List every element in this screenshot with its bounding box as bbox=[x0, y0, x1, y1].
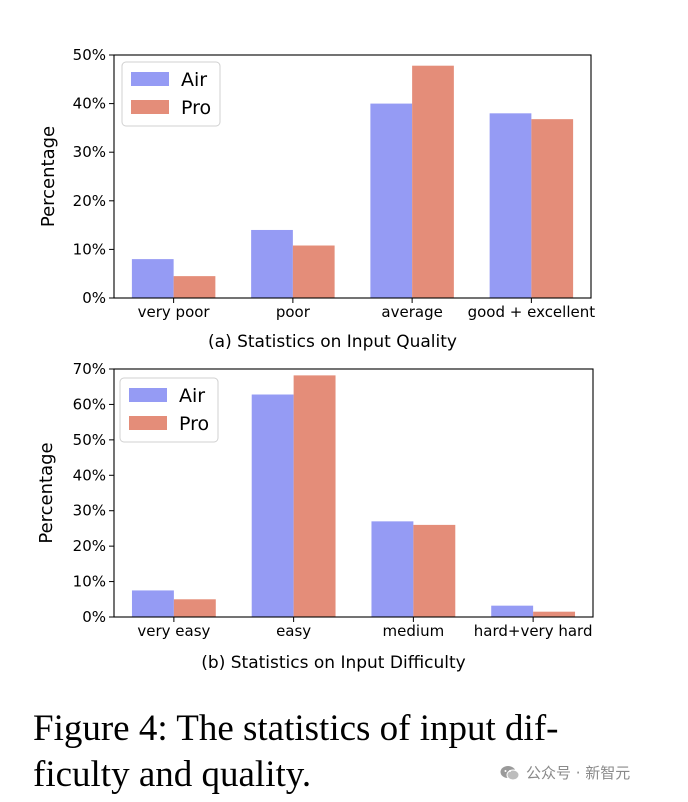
subplot-caption: (b) Statistics on Input Difficulty bbox=[201, 653, 465, 673]
bar-pro-good-excellent bbox=[531, 119, 574, 298]
bar-pro-very-poor bbox=[173, 276, 216, 298]
legend-label-air: Air bbox=[179, 385, 205, 407]
x-tick-label: good + excellent bbox=[468, 303, 596, 321]
y-axis-label: Percentage bbox=[38, 126, 59, 227]
chart-panel-2: 0% 10% 20% 30% 40% 50% 60% 70% very easy easy medi… bbox=[36, 360, 594, 673]
x-tick-label: medium bbox=[383, 622, 445, 640]
figure-canvas: 0% 10% 20% 30% 40% 50% very poor poor average goo… bbox=[36, 46, 595, 673]
y-tick-label: 30% bbox=[73, 502, 106, 520]
y-tick-label: 20% bbox=[73, 537, 106, 555]
bar-air-hard-very-hard bbox=[491, 605, 534, 617]
x-tick-label: very easy bbox=[137, 622, 210, 640]
legend-label-air: Air bbox=[181, 69, 207, 91]
bar-air-medium bbox=[371, 521, 414, 617]
figure-caption: Figure 4: The statistics of input dif- f… bbox=[33, 706, 673, 798]
caption-line-2: ficulty and quality. bbox=[33, 754, 312, 795]
y-tick-label: 50% bbox=[73, 46, 106, 64]
legend: Air Pro bbox=[119, 377, 219, 443]
y-axis-label: Percentage bbox=[36, 442, 57, 543]
plot-frame bbox=[113, 54, 592, 299]
bar-air-very-poor bbox=[131, 259, 174, 298]
legend-swatch-pro bbox=[129, 416, 167, 430]
subplot-caption: (a) Statistics on Input Quality bbox=[208, 332, 457, 352]
caption-line-1: Figure 4: The statistics of input dif- bbox=[33, 708, 559, 749]
legend-swatch-air bbox=[131, 72, 169, 86]
watermark-text: 公众号 · 新智元 bbox=[526, 764, 631, 782]
y-tick-label: 40% bbox=[73, 95, 106, 113]
bar-pro-average bbox=[412, 65, 454, 298]
bar-pro-hard-very-hard bbox=[533, 611, 576, 617]
legend: Air Pro bbox=[121, 61, 221, 127]
y-tick-label: 50% bbox=[73, 431, 106, 449]
legend-label-pro: Pro bbox=[179, 413, 209, 435]
y-tick-label: 60% bbox=[73, 395, 106, 413]
chart-panel-1: 0% 10% 20% 30% 40% 50% very poor poor average goo… bbox=[38, 46, 595, 352]
legend-label-pro: Pro bbox=[181, 97, 211, 119]
x-tick-label: poor bbox=[276, 303, 311, 321]
bar-pro-very-easy bbox=[173, 599, 216, 617]
wechat-icon bbox=[500, 765, 520, 780]
y-tick-label: 0% bbox=[82, 608, 106, 626]
bar-air-poor bbox=[251, 229, 293, 298]
legend-swatch-pro bbox=[131, 100, 169, 114]
watermark: 公众号 · 新智元 bbox=[500, 762, 630, 783]
x-tick-label: hard+very hard bbox=[474, 622, 593, 640]
bar-air-average bbox=[370, 103, 413, 298]
bar-pro-medium bbox=[413, 524, 456, 617]
y-tick-label: 10% bbox=[73, 573, 106, 591]
bar-air-very-easy bbox=[131, 590, 174, 617]
y-tick-label: 0% bbox=[82, 289, 106, 307]
legend-swatch-air bbox=[129, 388, 167, 402]
y-tick-label: 30% bbox=[73, 143, 106, 161]
x-tick-label: very poor bbox=[138, 303, 211, 321]
y-tick-label: 40% bbox=[73, 466, 106, 484]
y-tick-label: 10% bbox=[73, 240, 106, 258]
x-tick-label: average bbox=[381, 303, 442, 321]
x-tick-label: easy bbox=[276, 622, 311, 640]
y-tick-label: 20% bbox=[73, 192, 106, 210]
y-tick-label: 70% bbox=[73, 360, 106, 378]
bar-pro-poor bbox=[292, 245, 335, 298]
bar-air-good-excellent bbox=[489, 113, 532, 298]
bar-pro-easy bbox=[293, 375, 336, 617]
plot-frame bbox=[113, 368, 594, 618]
bar-air-easy bbox=[251, 394, 294, 617]
